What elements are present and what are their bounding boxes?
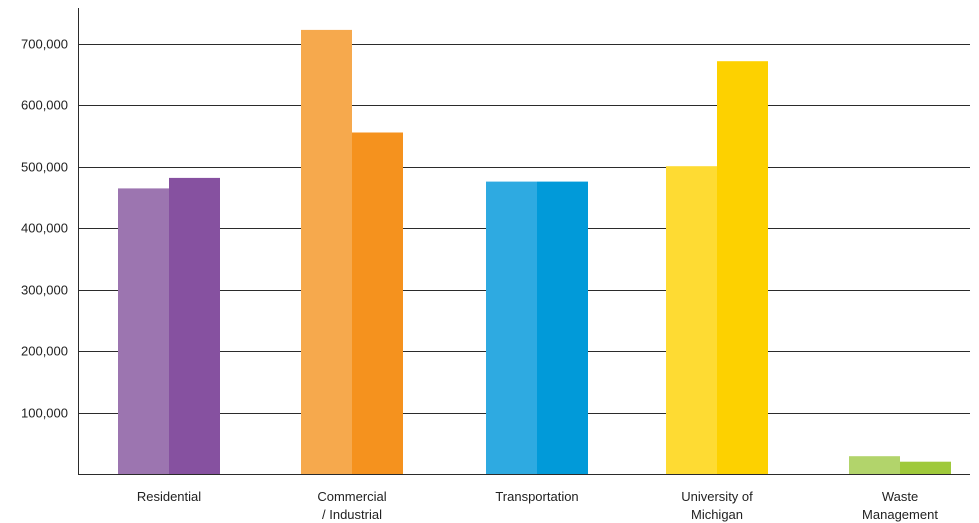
x-tick-label: Residential (137, 489, 201, 504)
x-tick-label: Commercial (317, 489, 386, 504)
y-tick-label: 600,000 (21, 98, 68, 113)
y-tick-label: 300,000 (21, 283, 68, 298)
bars (118, 29, 951, 475)
bar-4-0 (849, 456, 900, 474)
bar-1-1 (352, 132, 403, 474)
y-tick-label: 400,000 (21, 221, 68, 236)
x-tick-label: / Industrial (322, 507, 382, 522)
bar-4-1 (900, 461, 951, 474)
x-tick-label: University of (681, 489, 753, 504)
bar-2-0 (486, 181, 537, 474)
labels: 100,000 200,000 300,000 400,000 500,000 600,0… (21, 37, 938, 523)
x-tick-label: Michigan (691, 507, 743, 522)
bar-3-1 (717, 61, 768, 474)
axes (78, 8, 970, 475)
y-tick-label: 700,000 (21, 37, 68, 52)
bar-0-0 (118, 188, 169, 474)
x-tick-label: Waste (882, 489, 918, 504)
x-tick-label: Management (862, 507, 938, 522)
bar-2-1 (537, 181, 588, 474)
bar-3-0 (666, 166, 717, 474)
x-tick-label: Transportation (495, 489, 578, 504)
bar-0-1 (169, 177, 220, 474)
y-tick-label: 100,000 (21, 406, 68, 421)
y-tick-label: 500,000 (21, 160, 68, 175)
y-tick-label: 200,000 (21, 344, 68, 359)
bar-1-0 (301, 29, 352, 475)
